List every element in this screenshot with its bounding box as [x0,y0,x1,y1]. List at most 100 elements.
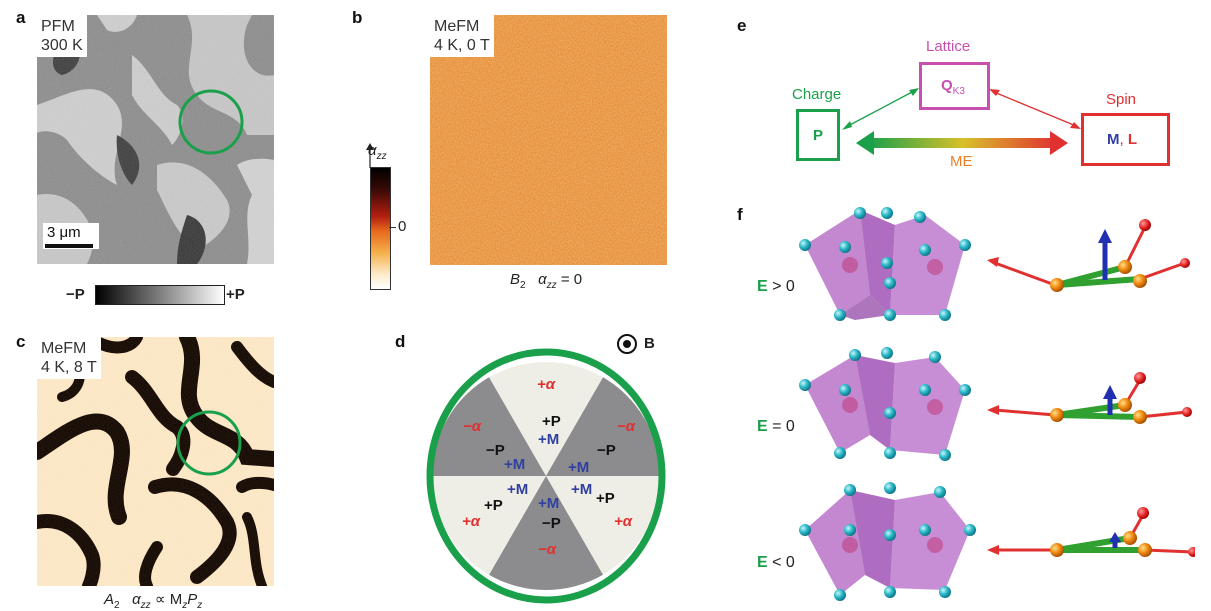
tag-line-1: PFM [41,18,75,35]
panel-label-b: b [352,8,363,27]
f-row-3-field: E [757,554,768,571]
spin-sep: , [1119,131,1128,148]
tag-line-2: 300 K [41,37,83,54]
sector-bottom-alpha: −α [538,541,557,558]
f-row-2-relation: = 0 [767,418,795,435]
f-row-1-relation: > 0 [767,278,795,295]
tag-line-1: MeFM [41,340,87,357]
caption-c-alpha: α [132,591,141,608]
tag-line-2: 4 K, 8 T [41,359,97,376]
lattice-q-sub: K3 [952,86,965,97]
field-label: B [644,335,655,352]
tag-line-2: 4 K, 0 T [434,37,490,54]
spin-box-text: M, L [1107,131,1137,148]
lattice-box-text: QK3 [941,77,965,97]
colorbar-b-alpha-sub: zz [376,151,387,162]
colorbar-b-arrow [366,143,374,168]
colorbar-b-zero-label: 0 [398,218,407,235]
caption-c-p-sub: z [197,600,203,611]
colorbar-b-axis: αzz [368,142,387,162]
mefm-8T-tag: MeFM 4 K, 8 T [37,337,101,379]
f-row-3-label: E < 0 [757,554,795,572]
colorbar-b-alpha: α [368,142,377,159]
colorbar-a [95,285,225,305]
vortex-circle-c [176,410,242,476]
ll-p-label: +P [484,497,503,514]
caption-b-rest: = 0 [556,271,583,288]
octahedra-row-1 [799,207,1190,321]
scale-bar-label: 3 μm [47,224,81,241]
ul-m-label: +M [504,456,526,473]
panel-label-c: c [16,332,26,351]
scale-bar [45,244,93,248]
sector-ll-alpha: +α [462,513,481,530]
caption-c-symbol-sub: 2 [114,600,120,611]
sector-lower-left [432,476,546,575]
charge-label: Charge [792,86,842,103]
structure-illustrations [799,207,1195,601]
ll-m-label: +M [507,481,529,498]
pfm-tag: PFM 300 K [37,15,87,57]
charge-box [796,109,840,161]
sector-upper-right [546,377,660,476]
lattice-box [919,62,990,110]
lattice-label: Lattice [926,38,971,55]
ul-p-label: −P [486,442,505,459]
panel-label-f: f [737,205,743,224]
colorbar-b [370,167,391,290]
ur-m-label: +M [568,459,590,476]
caption-b-alpha: α [538,271,547,288]
sector-bottom [489,476,603,590]
top-p-label: +P [542,413,561,430]
caption-b-alpha-sub: zz [546,280,557,291]
panel-label-d: d [395,332,406,351]
caption-c-p: P [187,591,198,608]
ur-p-label: −P [597,442,616,459]
top-m-label: +M [538,431,560,448]
lr-m-label: +M [571,481,593,498]
octahedra-row-3 [799,482,1195,601]
caption-c-prop: ∝ M [150,591,183,608]
caption-c-symbol: A [104,591,115,608]
tag-line-1: MeFM [434,18,480,35]
f-row-2-field: E [757,418,768,435]
panel-label-e: e [737,16,747,35]
pfm-image: PFM 300 K 3 μm [37,15,274,264]
sector-top [489,362,603,476]
f-row-1-label: E > 0 [757,278,795,296]
field-out-of-plane-icon [617,334,637,354]
caption-b-symbol: B [510,271,521,288]
sector-ul-alpha: −α [463,418,482,435]
colorbar-b-zero-tick [389,227,396,228]
spin-box [1081,113,1170,166]
colorbar-a-left-label: −P [66,286,85,303]
octahedra-row-2 [799,347,1192,461]
sector-upper-left [432,377,546,476]
caption-c-m-sub: z [182,600,188,611]
charge-box-text: P [813,127,824,144]
caption-c: A2 αzz ∝ MzPz [104,590,202,611]
mefm-image-0T: MeFM 4 K, 0 T [430,15,667,265]
sector-ur-alpha: −α [617,418,636,435]
caption-b-symbol-sub: 2 [520,280,526,291]
sector-top-alpha: +α [537,376,556,393]
f-row-3-relation: < 0 [767,554,795,571]
bottom-m-label: +M [538,495,560,512]
caption-c-alpha-sub: zz [140,600,151,611]
spin-label: Spin [1106,91,1137,108]
coupling-arrows [842,88,1081,155]
f-row-1-field: E [757,278,768,295]
mefm-0T-tag: MeFM 4 K, 0 T [430,15,494,57]
f-row-2-label: E = 0 [757,418,795,436]
bottom-p-label: −P [542,515,561,532]
spin-l: L [1127,131,1138,148]
vortex-sector-diagram [426,348,666,604]
sector-lower-right [546,476,660,575]
lattice-q: Q [941,77,953,94]
panel-label-a: a [16,8,26,27]
me-label: ME [950,153,973,170]
sector-lr-alpha: +α [614,513,633,530]
spin-m: M [1107,131,1120,148]
caption-b: B2 αzz = 0 [510,271,582,291]
mefm-image-8T: MeFM 4 K, 8 T [37,337,274,586]
